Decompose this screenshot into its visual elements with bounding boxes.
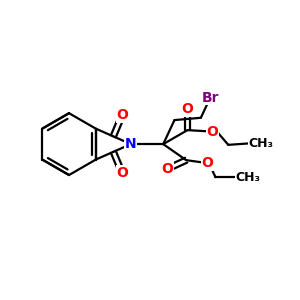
Text: CH₃: CH₃ — [235, 171, 260, 184]
Text: N: N — [125, 137, 137, 151]
Text: O: O — [116, 108, 128, 122]
Text: O: O — [116, 166, 128, 180]
Text: O: O — [161, 162, 173, 176]
Text: CH₃: CH₃ — [248, 137, 273, 150]
Text: O: O — [182, 102, 194, 116]
Text: O: O — [207, 124, 218, 139]
Text: O: O — [201, 156, 213, 170]
Text: Br: Br — [201, 91, 219, 105]
